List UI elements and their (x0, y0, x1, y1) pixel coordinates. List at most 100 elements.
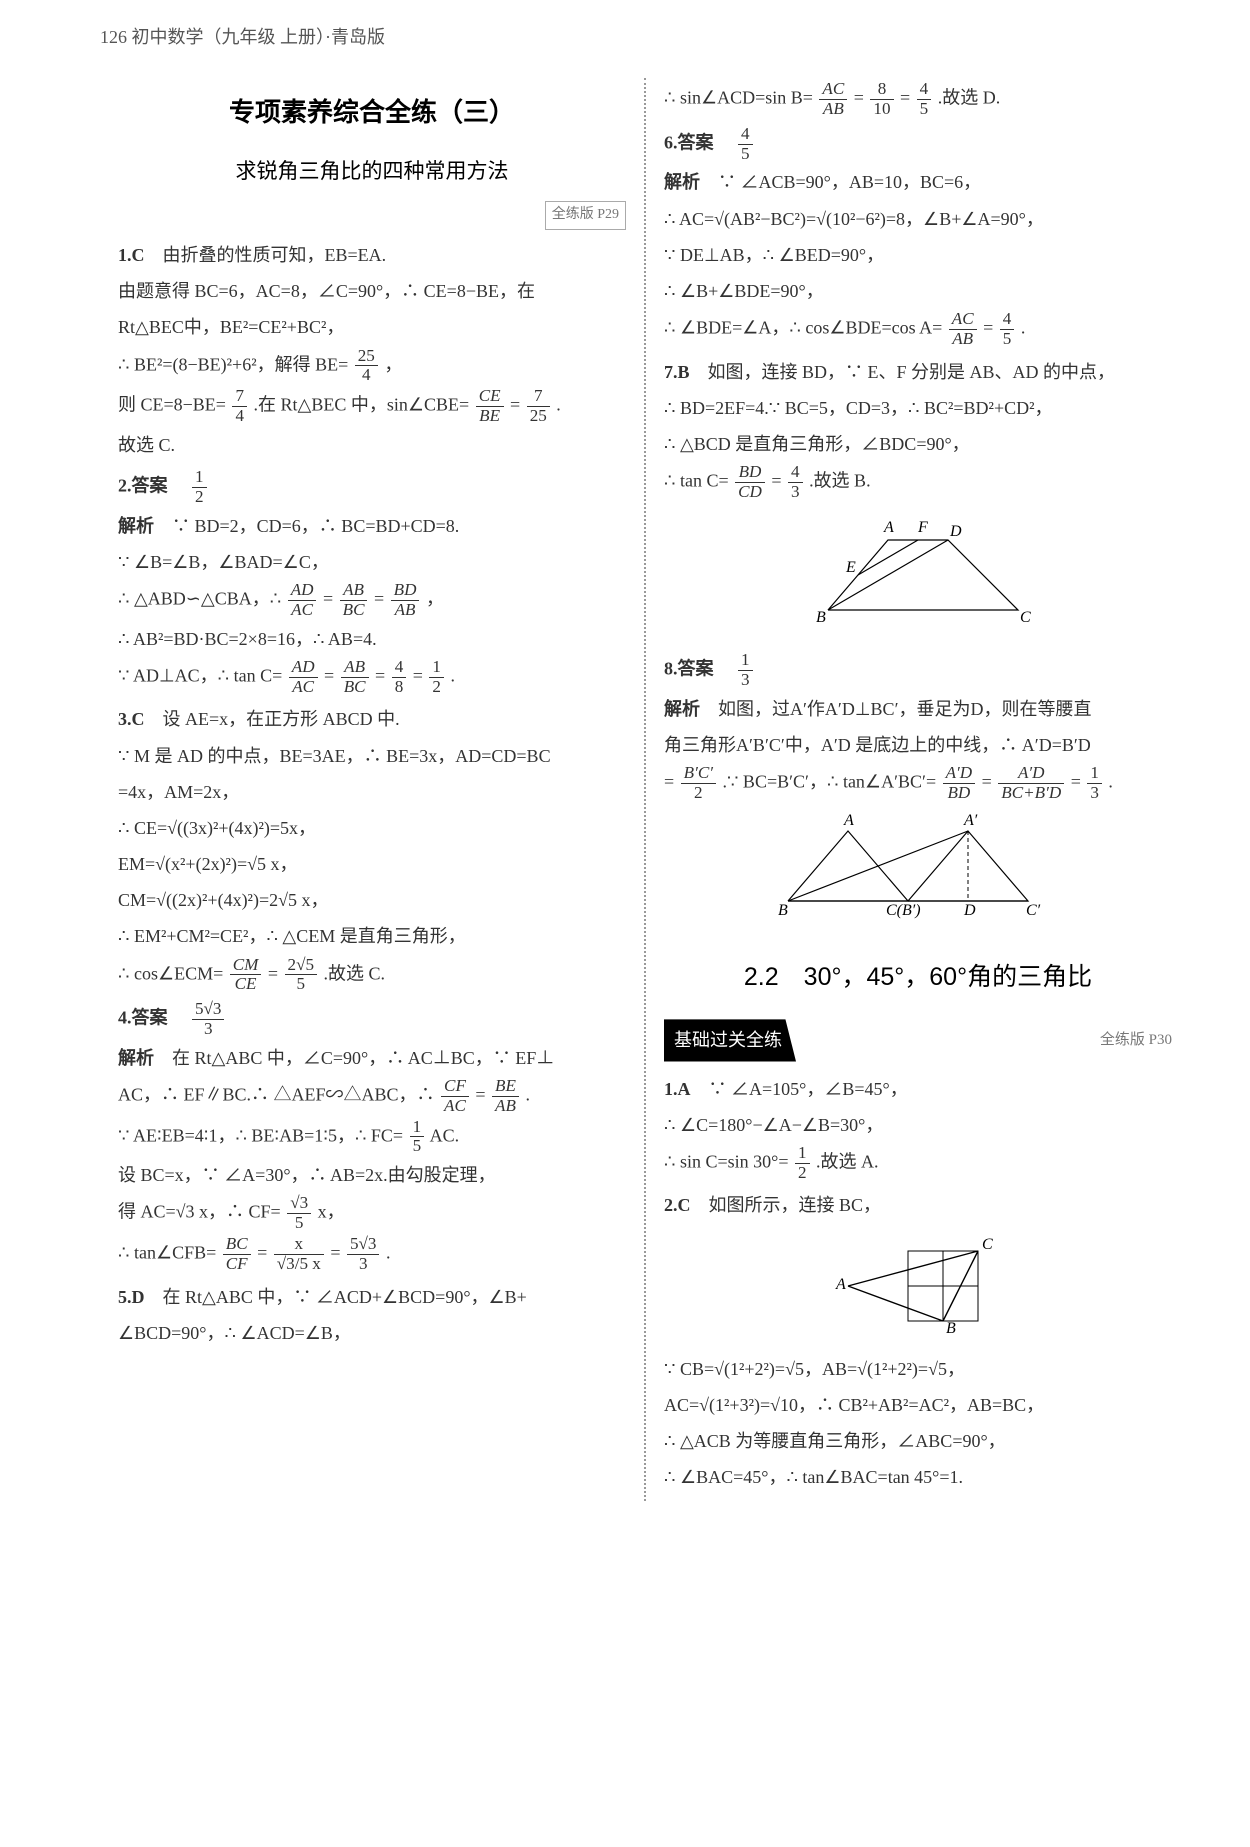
f: A′D (943, 764, 976, 783)
f: CF (223, 1254, 251, 1274)
two-column-layout: 专项素养综合全练（三） 求锐角三角比的四种常用方法 全练版 P29 1.C 由折… (100, 78, 1190, 1500)
f: A′D (998, 764, 1064, 783)
q5-cont: ∴ sin∠ACD=sin B= ACAB = 810 = 45 .故选 D. (664, 80, 1172, 119)
svg-text:A: A (835, 1276, 846, 1293)
t: = (900, 88, 910, 108)
t: .故选 A. (816, 1151, 879, 1171)
q7-l3: ∴ △BCD 是直角三角形，∠BDC=90°， (664, 427, 1172, 461)
t: 如图所示，连接 BC， (709, 1195, 882, 1215)
q1-l4b: ， (384, 354, 402, 374)
q2-num: 2.答案 (118, 475, 168, 495)
t: ， (426, 588, 444, 608)
f: 5√3 (192, 1000, 224, 1019)
q4-num: 4.答案 (118, 1008, 168, 1028)
svg-text:F: F (917, 519, 928, 536)
t: = (664, 771, 674, 791)
q5: 5.D 在 Rt△ABC 中，∵ ∠ACD+∠BCD=90°，∠B+ ∠BCD=… (118, 1280, 626, 1350)
s22-q2: 2.C 如图所示，连接 BC， A C B ∵ CB=√(1²+2²)=√5，A… (664, 1188, 1172, 1494)
t: .∵ BC=B′C′，∴ tan∠A′BC′= (722, 771, 936, 791)
f: 1 (1087, 764, 1102, 783)
svg-text:B: B (816, 609, 826, 626)
q3-l2: ∵ M 是 AD 的中点，BE=3AE，∴ BE=3x，AD=CD=BC (118, 739, 626, 773)
t: . (525, 1084, 530, 1104)
svg-text:C′: C′ (1026, 902, 1041, 919)
t: = (323, 588, 333, 608)
q8-l2: 角三角形A′B′C′中，A′D 是底边上的中线，∴ A′D=B′D (664, 728, 1172, 762)
f: AB (341, 658, 369, 677)
f: 5 (738, 144, 753, 164)
q3-l7: ∴ EM²+CM²=CE²，∴ △CEM 是直角三角形， (118, 919, 626, 953)
t: ∴ △ABD∽△CBA，∴ (118, 588, 286, 608)
f: AD (288, 581, 317, 600)
t: ∴ cos∠ECM= (118, 963, 223, 983)
t: = (374, 588, 384, 608)
q8-num: 8.答案 (664, 658, 714, 678)
q8: 8.答案 13 解析 如图，过A′作A′D⊥BC′，垂足为D，则在等腰直 角三角… (664, 651, 1172, 932)
page-header: 126 初中数学（九年级 上册）·青岛版 (100, 20, 1190, 54)
f: 5 (287, 1213, 311, 1233)
f: √3 (287, 1194, 311, 1213)
q5-l1: 在 Rt△ABC 中，∵ ∠ACD+∠BCD=90°，∠B+ (163, 1287, 527, 1307)
f: BE (492, 1077, 519, 1096)
f: 1 (795, 1144, 810, 1163)
q3: 3.C 设 AE=x，在正方形 ABCD 中. ∵ M 是 AD 的中点，BE=… (118, 702, 626, 994)
svg-text:A: A (883, 519, 894, 536)
t: ∴ △ACB 为等腰直角三角形，∠ABC=90°， (664, 1424, 1172, 1458)
f: 8 (870, 80, 893, 99)
t: = (257, 1242, 267, 1262)
f: 1 (192, 468, 207, 487)
f: 5 (917, 99, 932, 119)
t: . (556, 395, 561, 415)
f: 4 (917, 80, 932, 99)
t: .故选 B. (809, 471, 871, 491)
t: = (982, 771, 992, 791)
t: ∴ ∠BDE=∠A，∴ cos∠BDE=cos A= (664, 318, 942, 338)
q3-l4: ∴ CE=√((3x)²+(4x)²)=5x， (118, 811, 626, 845)
f: 3 (788, 482, 803, 502)
q1: 1.C 由折叠的性质可知，EB=EA. 由题意得 BC=6，AC=8，∠C=90… (118, 238, 626, 462)
t: = (324, 665, 334, 685)
svg-text:B: B (946, 1320, 956, 1337)
q3-l5: EM=√(x²+(2x)²)=√5 x， (118, 847, 626, 881)
t: AC，∴ EF∥BC.∴ △AEF∽△ABC，∴ (118, 1084, 439, 1104)
svg-text:C: C (1020, 609, 1031, 626)
q6-l1: ∵ ∠ACB=90°，AB=10，BC=6， (718, 172, 981, 192)
f: BE (476, 406, 504, 426)
t: .故选 C. (324, 963, 386, 983)
f: BC (223, 1235, 251, 1254)
t: ∴ ∠C=180°−∠A−∠B=30°， (664, 1108, 1172, 1142)
s22-q1: 1.A ∵ ∠A=105°，∠B=45°， ∴ ∠C=180°−∠A−∠B=30… (664, 1072, 1172, 1183)
q4-l1: 在 Rt△ABC 中，∠C=90°，∴ AC⊥BC，∵ EF⊥ (172, 1048, 554, 1068)
f: AC (441, 1096, 469, 1116)
t: AC=√(1²+3²)=√10，∴ CB²+AB²=AC²，AB=BC， (664, 1388, 1172, 1422)
q2-l2: ∵ ∠B=∠B，∠BAD=∠C， (118, 545, 626, 579)
q7-num: 7.B (664, 362, 690, 382)
q2: 2.答案 12 解析 ∵ BD=2，CD=6，∴ BC=BD+CD=8. ∵ ∠… (118, 468, 626, 696)
t: = (375, 665, 385, 685)
f: 4 (1000, 310, 1015, 329)
f: 2 (795, 1163, 810, 1183)
f: 4 (738, 125, 753, 144)
f: 8 (392, 677, 407, 697)
section-tab: 基础过关全练 (664, 1019, 796, 1061)
f: AC (288, 600, 317, 620)
s22q1-num: 1.A (664, 1079, 691, 1099)
t: .在 Rt△BEC 中，sin∠CBE= (254, 395, 470, 415)
f: BC+B′D (998, 783, 1064, 803)
q6-num: 6.答案 (664, 132, 714, 152)
f: AC (289, 677, 318, 697)
f: 2 (681, 783, 716, 803)
q4-l4: 设 BC=x，∵ ∠A=30°，∴ AB=2x.由勾股定理， (118, 1158, 626, 1192)
f: 5√3 (347, 1235, 379, 1254)
f: 10 (870, 99, 893, 119)
t: ∵ ∠A=105°，∠B=45°， (709, 1079, 908, 1099)
section-2-2-title: 2.2 30°，45°，60°角的三角比 (664, 954, 1172, 1002)
q8-ex: 解析 (664, 699, 700, 719)
f: CF (441, 1077, 469, 1096)
t: = (983, 318, 993, 338)
f: 3 (347, 1254, 379, 1274)
q8-diagram: A A′ B C(B′) D C′ (664, 811, 1172, 932)
q1-l4a: ∴ BE²=(8−BE)²+6²，解得 BE= (118, 354, 348, 374)
t: ∵ AE∶EB=4∶1，∴ BE∶AB=1∶5，∴ FC= (118, 1125, 403, 1145)
t: . (450, 665, 455, 685)
